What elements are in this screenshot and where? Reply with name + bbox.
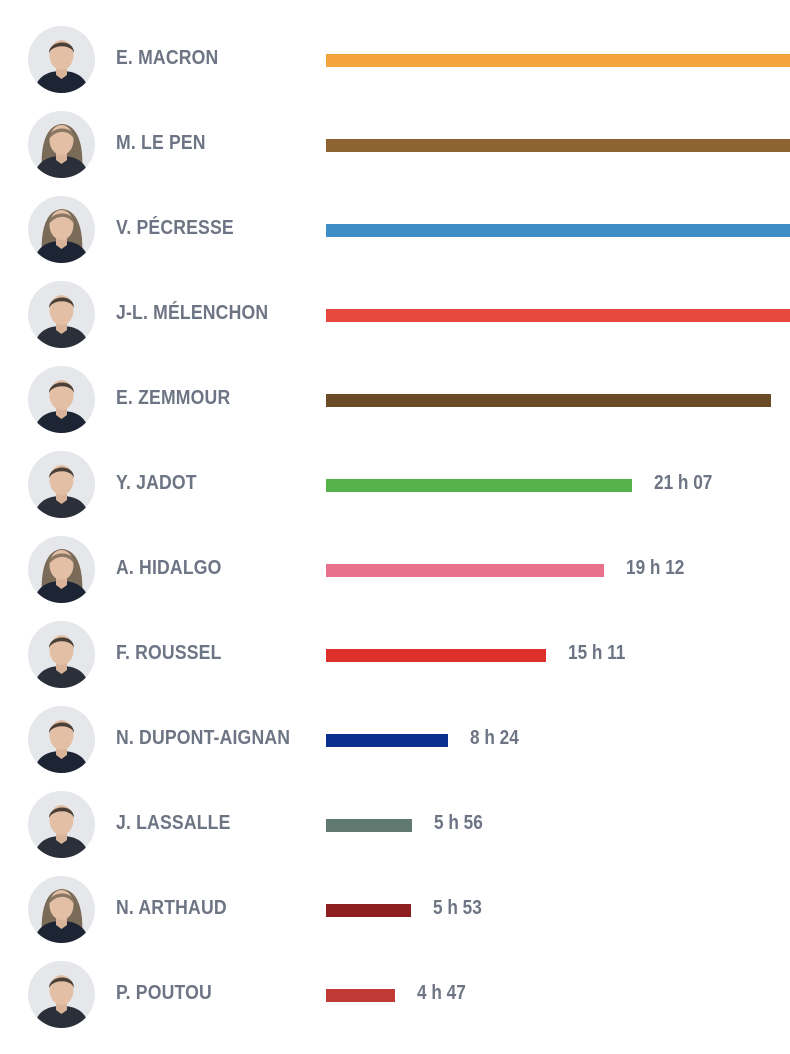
airtime-bar — [326, 649, 546, 662]
woman-portrait-icon — [28, 536, 95, 603]
airtime-bar — [326, 734, 448, 747]
airtime-bar — [326, 309, 790, 322]
candidate-row: J-L. MÉLENCHON — [0, 255, 790, 348]
candidate-row: F. ROUSSEL 15 h 11 — [0, 595, 790, 688]
airtime-bar — [326, 564, 604, 577]
woman-portrait-icon — [28, 196, 95, 263]
airtime-value-label: 19 h 12 — [626, 557, 685, 579]
candidate-name-label: N. DUPONT-AIGNAN — [116, 726, 291, 749]
candidate-row: Y. JADOT 21 h 07 — [0, 425, 790, 518]
airtime-bar — [326, 904, 411, 917]
airtime-value-label: 21 h 07 — [654, 472, 713, 494]
candidate-row: P. POUTOU 4 h 47 — [0, 935, 790, 1028]
candidate-row: V. PÉCRESSE — [0, 170, 790, 263]
airtime-bar — [326, 394, 771, 407]
man-portrait-icon — [28, 791, 95, 858]
candidate-name-label: Y. JADOT — [116, 471, 197, 494]
candidate-name-label: M. LE PEN — [116, 131, 206, 154]
man-portrait-icon — [28, 281, 95, 348]
candidate-name-label: E. ZEMMOUR — [116, 386, 231, 409]
candidate-row: M. LE PEN — [0, 85, 790, 178]
candidate-row: N. ARTHAUD 5 h 53 — [0, 850, 790, 943]
airtime-bar — [326, 479, 632, 492]
candidate-row: N. DUPONT-AIGNAN 8 h 24 — [0, 680, 790, 773]
candidate-name-label: E. MACRON — [116, 46, 219, 69]
airtime-bar — [326, 819, 412, 832]
candidate-name-label: N. ARTHAUD — [116, 896, 227, 919]
candidate-name-label: A. HIDALGO — [116, 556, 222, 579]
man-portrait-icon — [28, 621, 95, 688]
candidate-name-label: V. PÉCRESSE — [116, 216, 234, 239]
airtime-value-label: 5 h 56 — [434, 812, 483, 834]
man-portrait-icon — [28, 26, 95, 93]
airtime-value-label: 15 h 11 — [568, 642, 626, 664]
candidate-name-label: J. LASSALLE — [116, 811, 231, 834]
airtime-bar — [326, 989, 395, 1002]
airtime-value-label: 8 h 24 — [470, 727, 519, 749]
airtime-bar — [326, 54, 790, 67]
woman-portrait-icon — [28, 111, 95, 178]
candidate-row: A. HIDALGO 19 h 12 — [0, 510, 790, 603]
airtime-value-label: 5 h 53 — [433, 897, 482, 919]
candidate-name-label: P. POUTOU — [116, 981, 212, 1004]
airtime-value-label: 4 h 47 — [417, 982, 466, 1004]
candidate-row: E. MACRON — [0, 0, 790, 93]
candidate-name-label: F. ROUSSEL — [116, 641, 222, 664]
airtime-bar — [326, 139, 790, 152]
man-portrait-icon — [28, 366, 95, 433]
candidate-row: E. ZEMMOUR — [0, 340, 790, 433]
man-portrait-icon — [28, 706, 95, 773]
candidate-row: J. LASSALLE 5 h 56 — [0, 765, 790, 858]
man-portrait-icon — [28, 451, 95, 518]
woman-portrait-icon — [28, 876, 95, 943]
man-portrait-icon — [28, 961, 95, 1028]
candidate-name-label: J-L. MÉLENCHON — [116, 301, 269, 324]
airtime-bar — [326, 224, 790, 237]
